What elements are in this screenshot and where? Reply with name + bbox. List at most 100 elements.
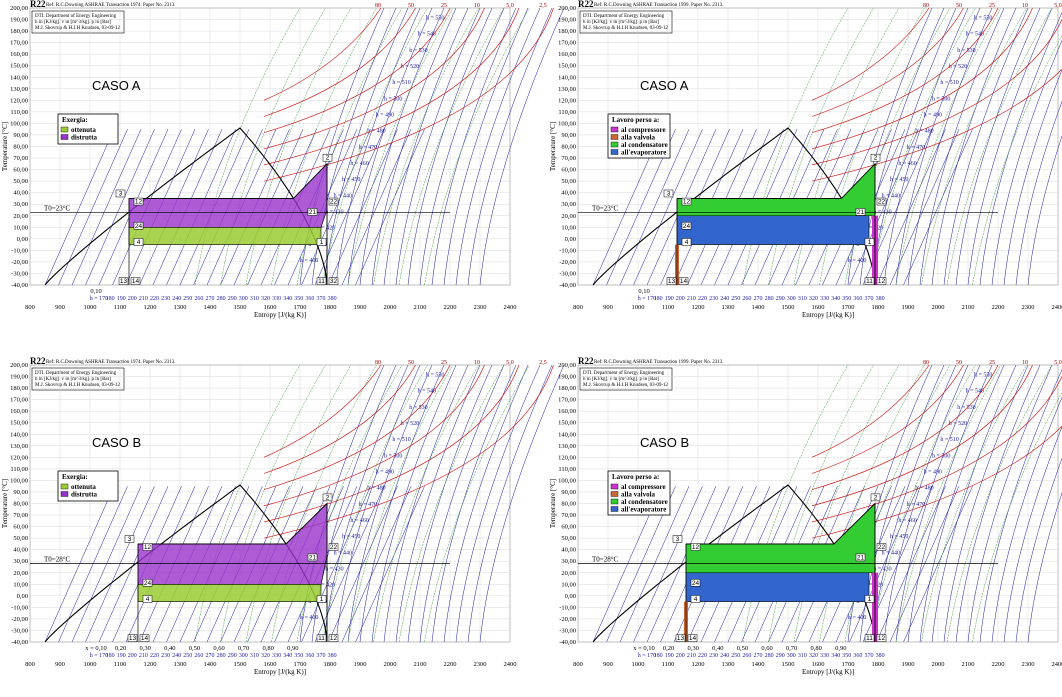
enthalpy-label: h = 510	[392, 80, 410, 86]
x-tick-label: 1900	[354, 661, 367, 668]
y-tick-label: 80,00	[13, 144, 28, 151]
y-tick-label: 80,00	[561, 501, 576, 508]
x-tick-label: 2000	[384, 661, 397, 668]
x-tick-label: 1500	[234, 661, 247, 668]
pressure-label: 25	[441, 360, 447, 366]
y-tick-label: 170,00	[558, 40, 576, 47]
state-point-label: 21	[309, 209, 317, 216]
x-tick-label: 1000	[84, 304, 97, 311]
legend-title: Exergia:	[62, 116, 88, 124]
y-tick-label: 110,00	[10, 466, 28, 473]
y-tick-label: 160,00	[558, 51, 576, 58]
pressure-label: 25	[989, 360, 995, 366]
x-tick-label: 1200	[692, 661, 705, 668]
pressure-label: 50	[408, 360, 414, 366]
y-tick-label: 100,00	[558, 120, 576, 127]
x-tick-label: 1200	[144, 304, 157, 311]
h-row-label: 370	[865, 653, 874, 659]
h-row-label: 370	[317, 296, 326, 302]
h-row-label: 340	[831, 296, 840, 302]
state-point-label: 1	[868, 596, 872, 603]
quality-row-label: 0,80	[263, 645, 274, 652]
y-tick-label: 170,00	[558, 397, 576, 404]
h-row-label: 370	[317, 653, 326, 659]
x-tick-label: 2100	[414, 304, 427, 311]
x-tick-label: 1100	[114, 661, 127, 668]
y-tick-label: 140,00	[10, 74, 28, 81]
h-row-label: 380	[328, 653, 337, 659]
pressure-label: 25	[989, 3, 995, 9]
h-row-label: 290	[776, 653, 785, 659]
h-row-label: 320	[809, 653, 818, 659]
h-row-label: 190	[117, 653, 126, 659]
x-tick-label: 1600	[264, 304, 277, 311]
y-tick-label: 110,00	[558, 109, 576, 116]
t0-label: T0=23°C	[592, 204, 619, 212]
pressure-label: 2,5	[539, 3, 547, 9]
x-tick-label: 1800	[324, 661, 337, 668]
y-tick-label: 40,00	[561, 190, 576, 197]
legend-swatch	[611, 507, 618, 512]
y-tick-label: 110,00	[558, 466, 576, 473]
enthalpy-line	[45, 486, 114, 642]
x-tick-label: 2400	[1052, 661, 1062, 668]
state-point-label: 4	[146, 596, 150, 603]
y-tick-label: 180,00	[10, 385, 28, 392]
state-point-label: 14	[132, 278, 140, 285]
y-tick-label: 40,00	[13, 190, 28, 197]
pressure-label: 10	[1022, 3, 1028, 9]
h-row-label: 210	[139, 653, 148, 659]
x-tick-label: 900	[603, 661, 613, 668]
x-tick-label: 1100	[662, 304, 675, 311]
state-point-label: 12	[878, 635, 886, 642]
x-tick-label: 1400	[204, 304, 217, 311]
y-tick-label: 150,00	[558, 63, 576, 70]
y-tick-label: 110,00	[10, 109, 28, 116]
x-tick-label: 2000	[932, 661, 945, 668]
refrigerant-label: R22	[578, 356, 594, 366]
t0-label: T0=28°C	[592, 556, 619, 564]
state-point-label: 12	[135, 199, 143, 206]
reference-note: Ref: R.C.Downing ASHRAE Transaction 1999…	[594, 3, 723, 8]
x-tick-label: 1500	[782, 304, 795, 311]
x-tick-label: 1900	[354, 304, 367, 311]
h-row-label: 230	[161, 653, 170, 659]
y-tick-label: 120,00	[558, 454, 576, 461]
x-tick-label: 2100	[962, 661, 975, 668]
pressure-label: 10	[474, 3, 480, 9]
y-tick-label: -10,00	[11, 604, 28, 611]
x-tick-label: 2400	[1052, 304, 1062, 311]
h-row-label: 340	[831, 653, 840, 659]
x-tick-label: 1400	[204, 661, 217, 668]
y-tick-label: 140,00	[558, 431, 576, 438]
h-row-label: 190	[117, 296, 126, 302]
y-tick-label: 140,00	[10, 431, 28, 438]
h-row-label: 190	[665, 296, 674, 302]
pressure-label: 25	[441, 3, 447, 9]
legend-title: Lavoro perso a:	[612, 473, 659, 481]
state-point-label: 2	[874, 155, 878, 162]
h-row-label: 380	[876, 653, 885, 659]
y-tick-label: 0,00	[565, 593, 576, 600]
x-tick-label: 2200	[444, 661, 457, 668]
state-point-label: 11	[866, 278, 873, 285]
x-tick-label: 800	[25, 661, 35, 668]
pressure-label: 50	[956, 3, 962, 9]
condenser-loss-area	[677, 164, 875, 216]
state-point-label: 3	[676, 536, 680, 543]
y-tick-label: 190,00	[558, 374, 576, 381]
state-point-label: 32	[330, 278, 338, 285]
enthalpy-label: h = 430	[873, 566, 891, 572]
y-tick-label: -30,00	[11, 627, 28, 634]
h-row-label: 240	[172, 296, 181, 302]
pressure-label: 80	[375, 3, 381, 9]
x-tick-label: 800	[573, 661, 583, 668]
state-point-label: 14	[680, 278, 688, 285]
reference-note: Ref: R.C.Downing ASHRAE Transaction 1974…	[46, 360, 175, 365]
y-tick-label: 170,00	[10, 40, 28, 47]
quality-row-label: x = 0,10	[85, 645, 107, 652]
y-tick-label: -40,00	[559, 639, 576, 646]
